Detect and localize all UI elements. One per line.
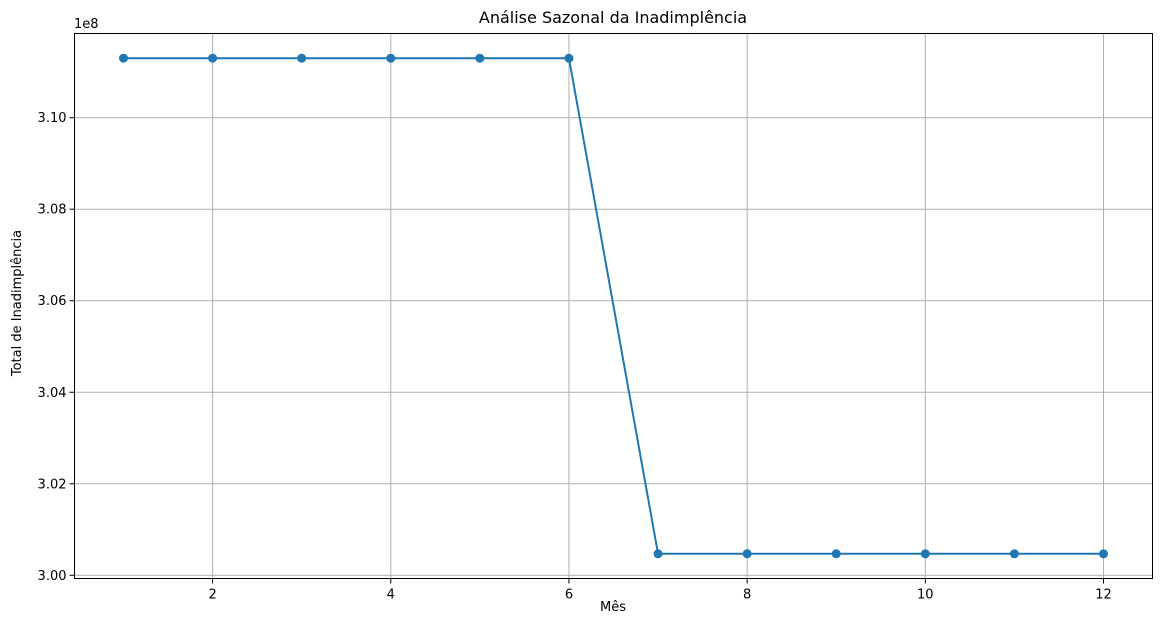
- grid: [74, 33, 1153, 579]
- data-point: [119, 53, 128, 63]
- y-axis-label: Total de Inadimplência: [10, 230, 25, 377]
- data-point: [1099, 549, 1108, 559]
- data-point: [920, 549, 930, 559]
- x-axis-label: Mês: [600, 600, 626, 615]
- data-point: [297, 53, 307, 63]
- y-tick-label: 3.04: [38, 386, 67, 401]
- y-tick-label: 3.02: [38, 477, 67, 492]
- plot-frame: [74, 33, 1153, 579]
- x-tick-label: 4: [387, 588, 395, 603]
- y-tick-label: 3.06: [38, 294, 67, 309]
- data-point: [653, 549, 663, 559]
- data-point: [831, 549, 841, 559]
- series-line: [123, 57, 1104, 555]
- axis-ticks: 2 4 6 8 10 12 3.00 3.02 3.04 3.06 3.08 3.10: [38, 111, 1112, 602]
- data-point: [386, 53, 396, 63]
- x-tick-label: 10: [917, 588, 934, 603]
- chart-title: Análise Sazonal da Inadimplência: [479, 8, 747, 27]
- series-layer: [119, 53, 1108, 559]
- data-point: [208, 53, 218, 63]
- y-tick-label: 3.10: [38, 111, 67, 126]
- data-point: [475, 53, 485, 63]
- data-point: [564, 53, 574, 63]
- y-offset-label: 1e8: [74, 17, 99, 32]
- x-tick-label: 6: [565, 588, 573, 603]
- data-point: [742, 549, 752, 559]
- data-point: [1009, 549, 1019, 559]
- x-tick-label: 2: [208, 588, 216, 603]
- y-tick-label: 3.00: [38, 569, 67, 584]
- x-tick-label: 12: [1095, 588, 1112, 603]
- x-tick-label: 8: [743, 588, 751, 603]
- y-tick-label: 3.08: [38, 203, 67, 218]
